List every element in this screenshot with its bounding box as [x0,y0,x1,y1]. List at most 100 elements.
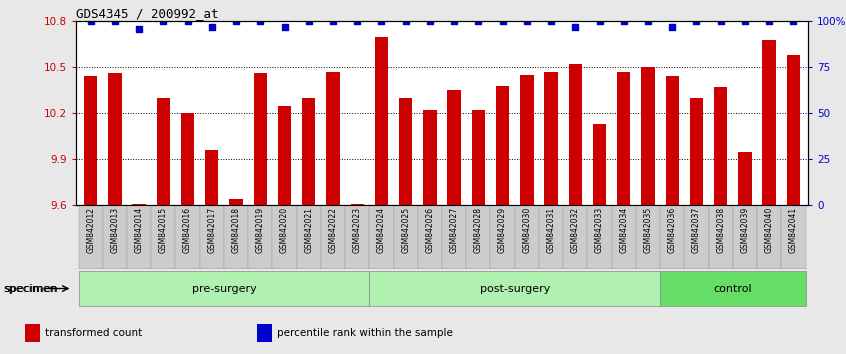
Point [375,18,388,24]
Point [84,18,97,24]
Point [714,18,728,24]
Text: GSM842018: GSM842018 [232,207,240,253]
Bar [787,55,800,205]
Text: GDS4345 / 200992_at: GDS4345 / 200992_at [76,7,218,20]
Bar [345,205,370,269]
Bar [587,205,612,269]
Text: GSM842041: GSM842041 [788,207,798,253]
Bar [350,204,364,205]
Text: GSM842019: GSM842019 [255,207,265,253]
Point [302,18,316,24]
Bar [327,72,339,205]
Bar [206,150,218,205]
Point [108,18,122,24]
Text: GSM842040: GSM842040 [765,207,773,253]
Bar [25,324,40,342]
Point [327,18,340,24]
Point [569,24,582,30]
Bar [370,271,660,306]
Text: GSM842020: GSM842020 [280,207,289,253]
Point [666,24,679,30]
Bar [641,67,655,205]
Bar [157,98,170,205]
Bar [617,72,630,205]
Bar [514,205,539,269]
Bar [297,205,321,269]
Bar [684,205,709,269]
Bar [108,73,122,205]
Point [617,18,630,24]
Bar [175,205,200,269]
Bar [79,271,370,306]
Text: GSM842026: GSM842026 [426,207,434,253]
Point [739,18,752,24]
Text: GSM842025: GSM842025 [401,207,410,253]
Bar [466,205,491,269]
Bar [370,205,393,269]
Text: GSM842022: GSM842022 [328,207,338,253]
Bar [393,205,418,269]
Point [593,18,607,24]
Point [229,18,243,24]
Point [520,18,534,24]
Point [544,18,558,24]
Bar [84,76,97,205]
Bar [689,98,703,205]
Text: GSM842032: GSM842032 [571,207,580,253]
Text: GSM842028: GSM842028 [474,207,483,253]
Text: GSM842017: GSM842017 [207,207,217,253]
Text: GSM842015: GSM842015 [159,207,168,253]
Text: GSM842024: GSM842024 [377,207,386,253]
Bar [200,205,224,269]
Point [423,18,437,24]
Bar [539,205,563,269]
Bar [277,105,291,205]
Text: GSM842035: GSM842035 [644,207,652,253]
Text: GSM842016: GSM842016 [183,207,192,253]
Text: percentile rank within the sample: percentile rank within the sample [277,328,453,338]
Bar [423,110,437,205]
Bar [302,98,316,205]
Bar [520,75,534,205]
Bar [612,205,636,269]
Bar [399,98,412,205]
Text: GSM842034: GSM842034 [619,207,629,253]
Bar [491,205,514,269]
Bar [781,205,805,269]
Point [762,18,776,24]
Text: specimen: specimen [3,284,58,293]
Bar [248,205,272,269]
Point [254,18,267,24]
Text: GSM842029: GSM842029 [498,207,507,253]
Bar [224,205,248,269]
Bar [127,205,151,269]
Text: GSM842012: GSM842012 [86,207,96,253]
Bar [257,324,272,342]
Bar [229,199,243,205]
Text: GSM842039: GSM842039 [740,207,750,253]
Bar [593,124,607,205]
Bar [472,110,485,205]
Bar [714,87,728,205]
Bar [545,72,558,205]
Point [641,18,655,24]
Bar [762,40,776,205]
Text: GSM842038: GSM842038 [717,207,725,253]
Bar [418,205,442,269]
Text: GSM842014: GSM842014 [135,207,144,253]
Bar [79,205,103,269]
Bar [272,205,297,269]
Bar [709,205,733,269]
Point [157,18,170,24]
Bar [739,152,751,205]
Text: control: control [713,284,752,293]
Text: GSM842031: GSM842031 [547,207,556,253]
Text: pre-surgery: pre-surgery [191,284,256,293]
Bar [181,113,195,205]
Bar [103,205,127,269]
Point [787,18,800,24]
Text: GSM842033: GSM842033 [595,207,604,253]
Text: GSM842036: GSM842036 [667,207,677,253]
Bar [660,205,684,269]
Bar [375,36,388,205]
